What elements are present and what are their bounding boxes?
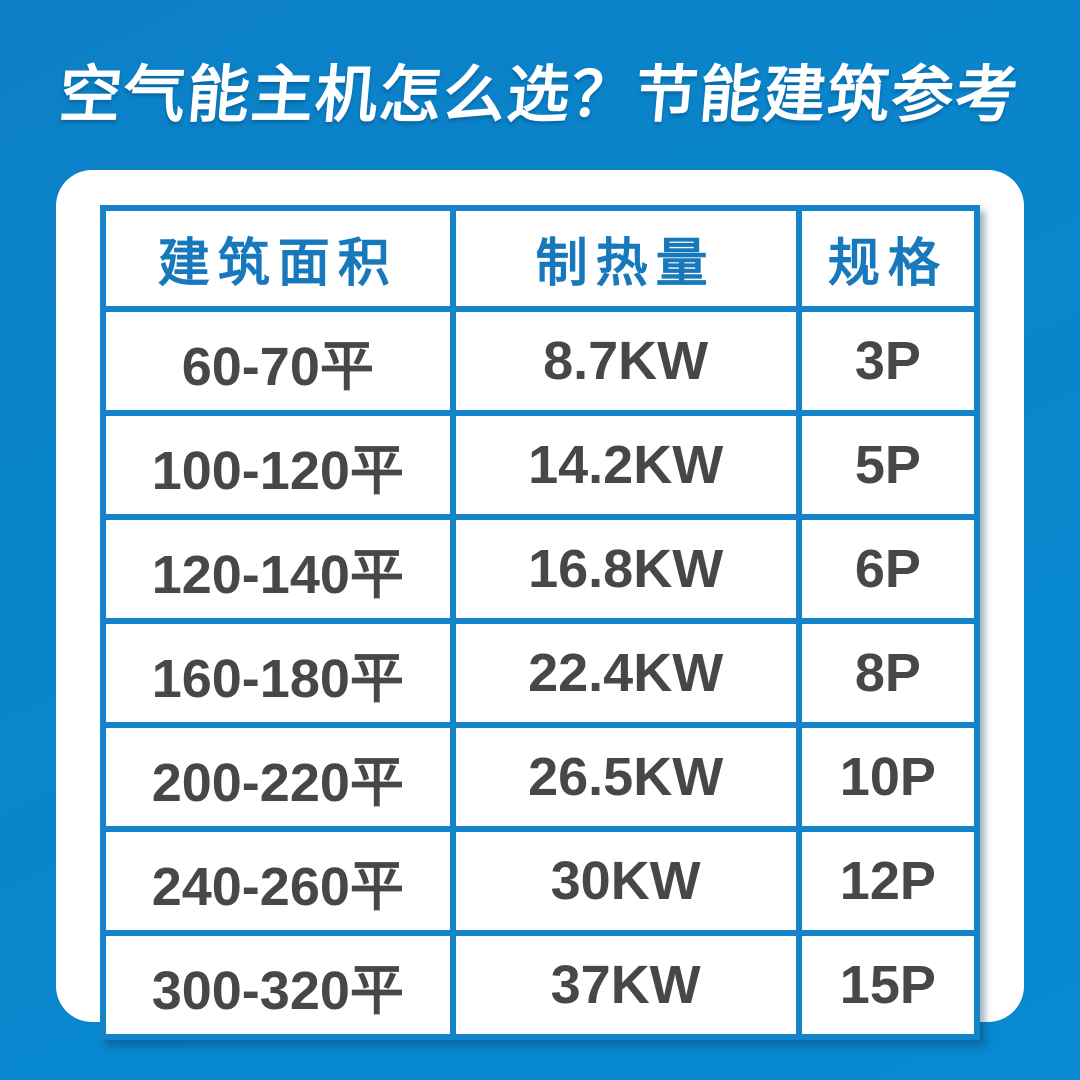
spec-table-body: 60-70平 8.7KW 3P 100-120平 14.2KW 5P 120-1… <box>100 306 981 1040</box>
table-row: 120-140平 16.8KW 6P <box>100 514 981 624</box>
cell-building-area: 240-260平 <box>100 826 456 936</box>
cell-spec: 15P <box>795 930 981 1040</box>
cell-spec: 8P <box>795 618 981 728</box>
poster-title: 空气能主机怎么选？节能建筑参考 <box>56 61 1023 130</box>
header-spec: 规格 <box>795 205 981 312</box>
spec-table: 建筑面积 制热量 规格 60-70平 8.7KW 3P 100-120平 14.… <box>100 205 981 1040</box>
cell-heating-capacity: 26.5KW <box>449 722 802 832</box>
cell-building-area: 60-70平 <box>100 306 456 416</box>
cell-building-area: 120-140平 <box>100 514 456 624</box>
table-row: 100-120平 14.2KW 5P <box>100 410 981 520</box>
cell-heating-capacity: 14.2KW <box>449 410 802 520</box>
table-row: 200-220平 26.5KW 10P <box>100 722 981 832</box>
cell-spec: 12P <box>795 826 981 936</box>
header-building-area: 建筑面积 <box>100 205 456 312</box>
header-row: 建筑面积 制热量 规格 <box>100 205 981 312</box>
table-row: 60-70平 8.7KW 3P <box>100 306 981 416</box>
table-row: 240-260平 30KW 12P <box>100 826 981 936</box>
cell-heating-capacity: 22.4KW <box>449 618 802 728</box>
cell-heating-capacity: 16.8KW <box>449 514 802 624</box>
table-row: 160-180平 22.4KW 8P <box>100 618 981 728</box>
spec-table-head: 建筑面积 制热量 规格 <box>100 205 981 312</box>
cell-building-area: 300-320平 <box>100 930 456 1040</box>
cell-building-area: 200-220平 <box>100 722 456 832</box>
cell-spec: 6P <box>795 514 981 624</box>
table-row: 300-320平 37KW 15P <box>100 930 981 1040</box>
header-heating-capacity: 制热量 <box>449 205 802 312</box>
cell-heating-capacity: 8.7KW <box>449 306 802 416</box>
cell-heating-capacity: 30KW <box>449 826 802 936</box>
cell-building-area: 100-120平 <box>100 410 456 520</box>
cell-heating-capacity: 37KW <box>449 930 802 1040</box>
cell-spec: 3P <box>795 306 981 416</box>
cell-spec: 10P <box>795 722 981 832</box>
table-card: 建筑面积 制热量 规格 60-70平 8.7KW 3P 100-120平 14.… <box>56 170 1024 1040</box>
cell-spec: 5P <box>795 410 981 520</box>
cell-building-area: 160-180平 <box>100 618 456 728</box>
